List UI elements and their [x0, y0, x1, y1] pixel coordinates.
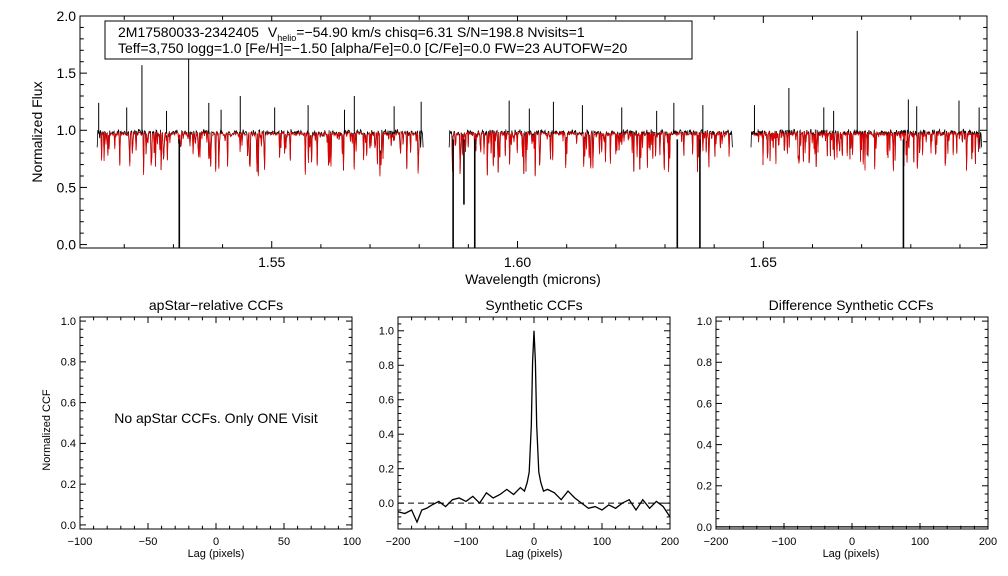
apstar-ccf-note: No apStar CCFs. Only ONE Visit — [114, 410, 318, 426]
difference-ccf-panel: Difference Synthetic CCFs −200 −100 0 100 20… — [697, 297, 997, 560]
synthetic-ccf-x-axis-label: Lag (pixels) — [506, 548, 563, 560]
apstar-ccf-x-axis-label: Lag (pixels) — [188, 548, 245, 560]
apstar-ccf-x-tick-label: −100 — [68, 536, 93, 548]
synthetic-ccf-y-tick-label: 0.8 — [379, 360, 394, 372]
apstar-ccf-x-tick-label: −50 — [139, 536, 158, 548]
vhelio-subscript: helio — [277, 33, 296, 43]
difference-ccf-y-tick-label: 0.6 — [697, 398, 712, 410]
spectrum-plot-frame — [79, 15, 988, 249]
apstar-ccf-x-tick-label: 0 — [213, 536, 219, 548]
difference-ccf-y-tick-label: 0.4 — [697, 439, 712, 451]
synthetic-ccf-panel: Synthetic CCFs −200 −100 0 100 200 0.0 0.2 0.4 0… — [379, 297, 679, 560]
vhelio-label: V — [268, 24, 278, 40]
difference-ccf-x-tick-label: −100 — [772, 536, 797, 548]
difference-ccf-title: Difference Synthetic CCFs — [769, 297, 934, 313]
spectrum-x-axis-label: Wavelength (microns) — [465, 271, 601, 287]
synthetic-ccf-x-tick-label: 200 — [661, 536, 679, 548]
synthetic-ccf-y-tick-label: 0.4 — [379, 429, 394, 441]
model-spectrum-chip-2 — [451, 130, 730, 177]
star-info-line-1: 2M17580033-2342405 Vhelio=−54.90 km/s chi… — [118, 24, 585, 43]
synthetic-ccf-ccf-curve — [397, 330, 671, 524]
difference-ccf-y-tick-label: 1.0 — [697, 316, 712, 328]
spectrum-y-tick-label: 0.0 — [57, 236, 77, 252]
star-info-legend: 2M17580033-2342405 Vhelio=−54.90 km/s chi… — [104, 20, 693, 60]
apstar-ccf-y-tick-label: 0.2 — [61, 479, 76, 491]
synthetic-ccf-y-tick-label: 0.2 — [379, 464, 394, 476]
vhelio-value: =−54.90 km/s chisq=6.31 S/N=198.8 Nvisit… — [296, 24, 585, 40]
apstar-ccf-panel: apStar−relative CCFs −100 −50 0 50 100 0.0 0.2… — [41, 297, 361, 560]
synthetic-ccf-x-tick-label: −200 — [386, 536, 411, 548]
spectrum-x-tick-label: 1.60 — [504, 254, 531, 270]
synthetic-ccf-plot-frame — [397, 316, 671, 530]
spectrum-y-axis-label: Normalized Flux — [29, 81, 45, 182]
spectrum-y-tick-label: 0.5 — [57, 179, 77, 195]
difference-ccf-y-tick-label: 0.2 — [697, 481, 712, 493]
apstar-ccf-y-tick-label: 1.0 — [61, 316, 76, 328]
synthetic-ccf-x-tick-label: 0 — [531, 536, 537, 548]
spectrum-y-tick-label: 2.0 — [57, 8, 77, 24]
difference-ccf-x-tick-label: 100 — [911, 536, 929, 548]
star-info-line-2: Teff=3,750 logg=1.0 [Fe/H]=−1.50 [alpha/… — [118, 40, 627, 56]
apstar-ccf-y-tick-label: 0.6 — [61, 397, 76, 409]
spectrum-y-tick-label: 1.5 — [57, 65, 77, 81]
apstar-ccf-x-tick-label: 100 — [343, 536, 361, 548]
difference-ccf-x-tick-label: −200 — [704, 536, 729, 548]
synthetic-ccf-y-tick-label: 0.0 — [379, 498, 394, 510]
apstar-ccf-y-tick-label: 0.8 — [61, 357, 76, 369]
difference-ccf-y-tick-label: 0.8 — [697, 357, 712, 369]
synthetic-ccf-y-tick-label: 1.0 — [379, 326, 394, 338]
spectrum-panel: 1.55 1.60 1.65 0.0 0.5 1.0 1.5 2.0 Wavelength (… — [29, 8, 988, 287]
star-info-box — [104, 20, 693, 60]
spectrum-x-tick-label: 1.55 — [258, 254, 285, 270]
apstar-ccf-y-tick-label: 0.4 — [61, 438, 76, 450]
apstar-ccf-x-tick-label: 50 — [278, 536, 290, 548]
synthetic-ccf-x-tick-label: 100 — [593, 536, 611, 548]
difference-ccf-x-axis-label: Lag (pixels) — [823, 548, 880, 560]
model-spectrum-chip-3 — [752, 130, 980, 172]
apstar-ccf-y-axis-label: Normalized CCF — [41, 389, 53, 471]
spectrum-y-tick-label: 1.0 — [57, 122, 77, 138]
difference-ccf-x-tick-label: 200 — [979, 536, 997, 548]
apstar-ccf-title: apStar−relative CCFs — [149, 297, 283, 313]
difference-ccf-plot-frame — [715, 316, 989, 530]
difference-ccf-y-tick-label: 0.0 — [697, 522, 712, 534]
star-id: 2M17580033-2342405 — [118, 24, 259, 40]
difference-ccf-x-tick-label: 0 — [849, 536, 855, 548]
apstar-ccf-y-tick-label: 0.0 — [61, 520, 76, 532]
model-spectrum-chip-1 — [99, 130, 421, 177]
synthetic-ccf-x-tick-label: −100 — [454, 536, 479, 548]
spectrum-x-tick-label: 1.65 — [750, 254, 777, 270]
synthetic-ccf-y-tick-label: 0.6 — [379, 395, 394, 407]
synthetic-ccf-title: Synthetic CCFs — [485, 297, 582, 313]
